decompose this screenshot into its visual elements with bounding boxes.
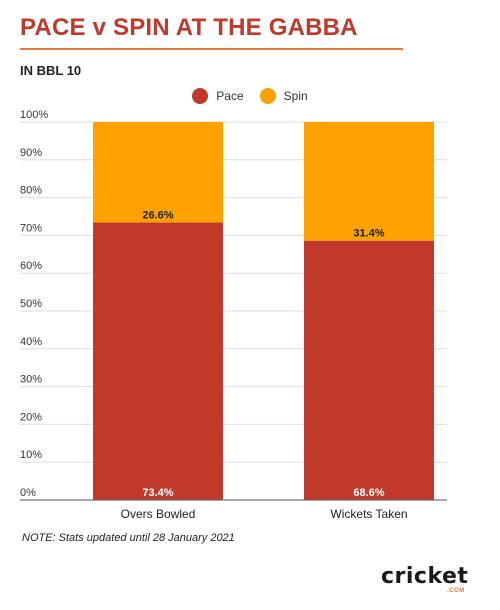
y-tick-label: 50%: [20, 298, 42, 310]
legend-label-spin: Spin: [283, 89, 308, 103]
legend-swatch-pace: [192, 88, 209, 104]
legend-item-pace: Pace: [192, 88, 244, 104]
y-tick-label: 10%: [20, 449, 42, 461]
chart-subtitle: IN BBL 10: [20, 63, 82, 78]
legend-item-spin: Spin: [259, 88, 308, 104]
title-underline: [20, 48, 403, 50]
y-tick-label: 40%: [20, 336, 42, 348]
data-label: 68.6%: [353, 487, 384, 499]
stacked-bar-chart: 0% 10% 20% 30% 40% 50% 60% 70% 80% 90% 100% 73.4% 26…: [20, 109, 447, 521]
legend-swatch-spin: [259, 88, 276, 104]
y-tick-label: 80%: [20, 185, 42, 197]
footnote: NOTE: Stats updated until 28 January 202…: [22, 532, 235, 544]
cricket-com-logo: cricket: [381, 564, 469, 589]
legend: Pace Spin: [0, 88, 500, 104]
y-tick-label: 100%: [20, 109, 48, 121]
y-tick-label: 60%: [20, 260, 42, 272]
y-tick-label: 0%: [20, 487, 36, 499]
y-tick-label: 20%: [20, 411, 42, 423]
bar-spin-0: [93, 122, 223, 223]
x-tick-label: Wickets Taken: [330, 507, 407, 521]
bar-pace-0: [93, 222, 223, 500]
data-label: 73.4%: [142, 487, 173, 499]
chart-title: PACE v SPIN AT THE GABBA: [20, 14, 358, 41]
data-label: 31.4%: [353, 228, 384, 240]
logo-domain: .COM: [447, 588, 465, 594]
y-tick-label: 70%: [20, 222, 42, 234]
y-tick-label: 30%: [20, 374, 42, 386]
bar-spin-1: [304, 122, 434, 241]
data-label: 26.6%: [142, 210, 173, 222]
x-tick-label: Overs Bowled: [121, 507, 196, 521]
legend-label-pace: Pace: [216, 89, 244, 103]
bar-pace-1: [304, 240, 434, 500]
y-tick-label: 90%: [20, 147, 42, 159]
